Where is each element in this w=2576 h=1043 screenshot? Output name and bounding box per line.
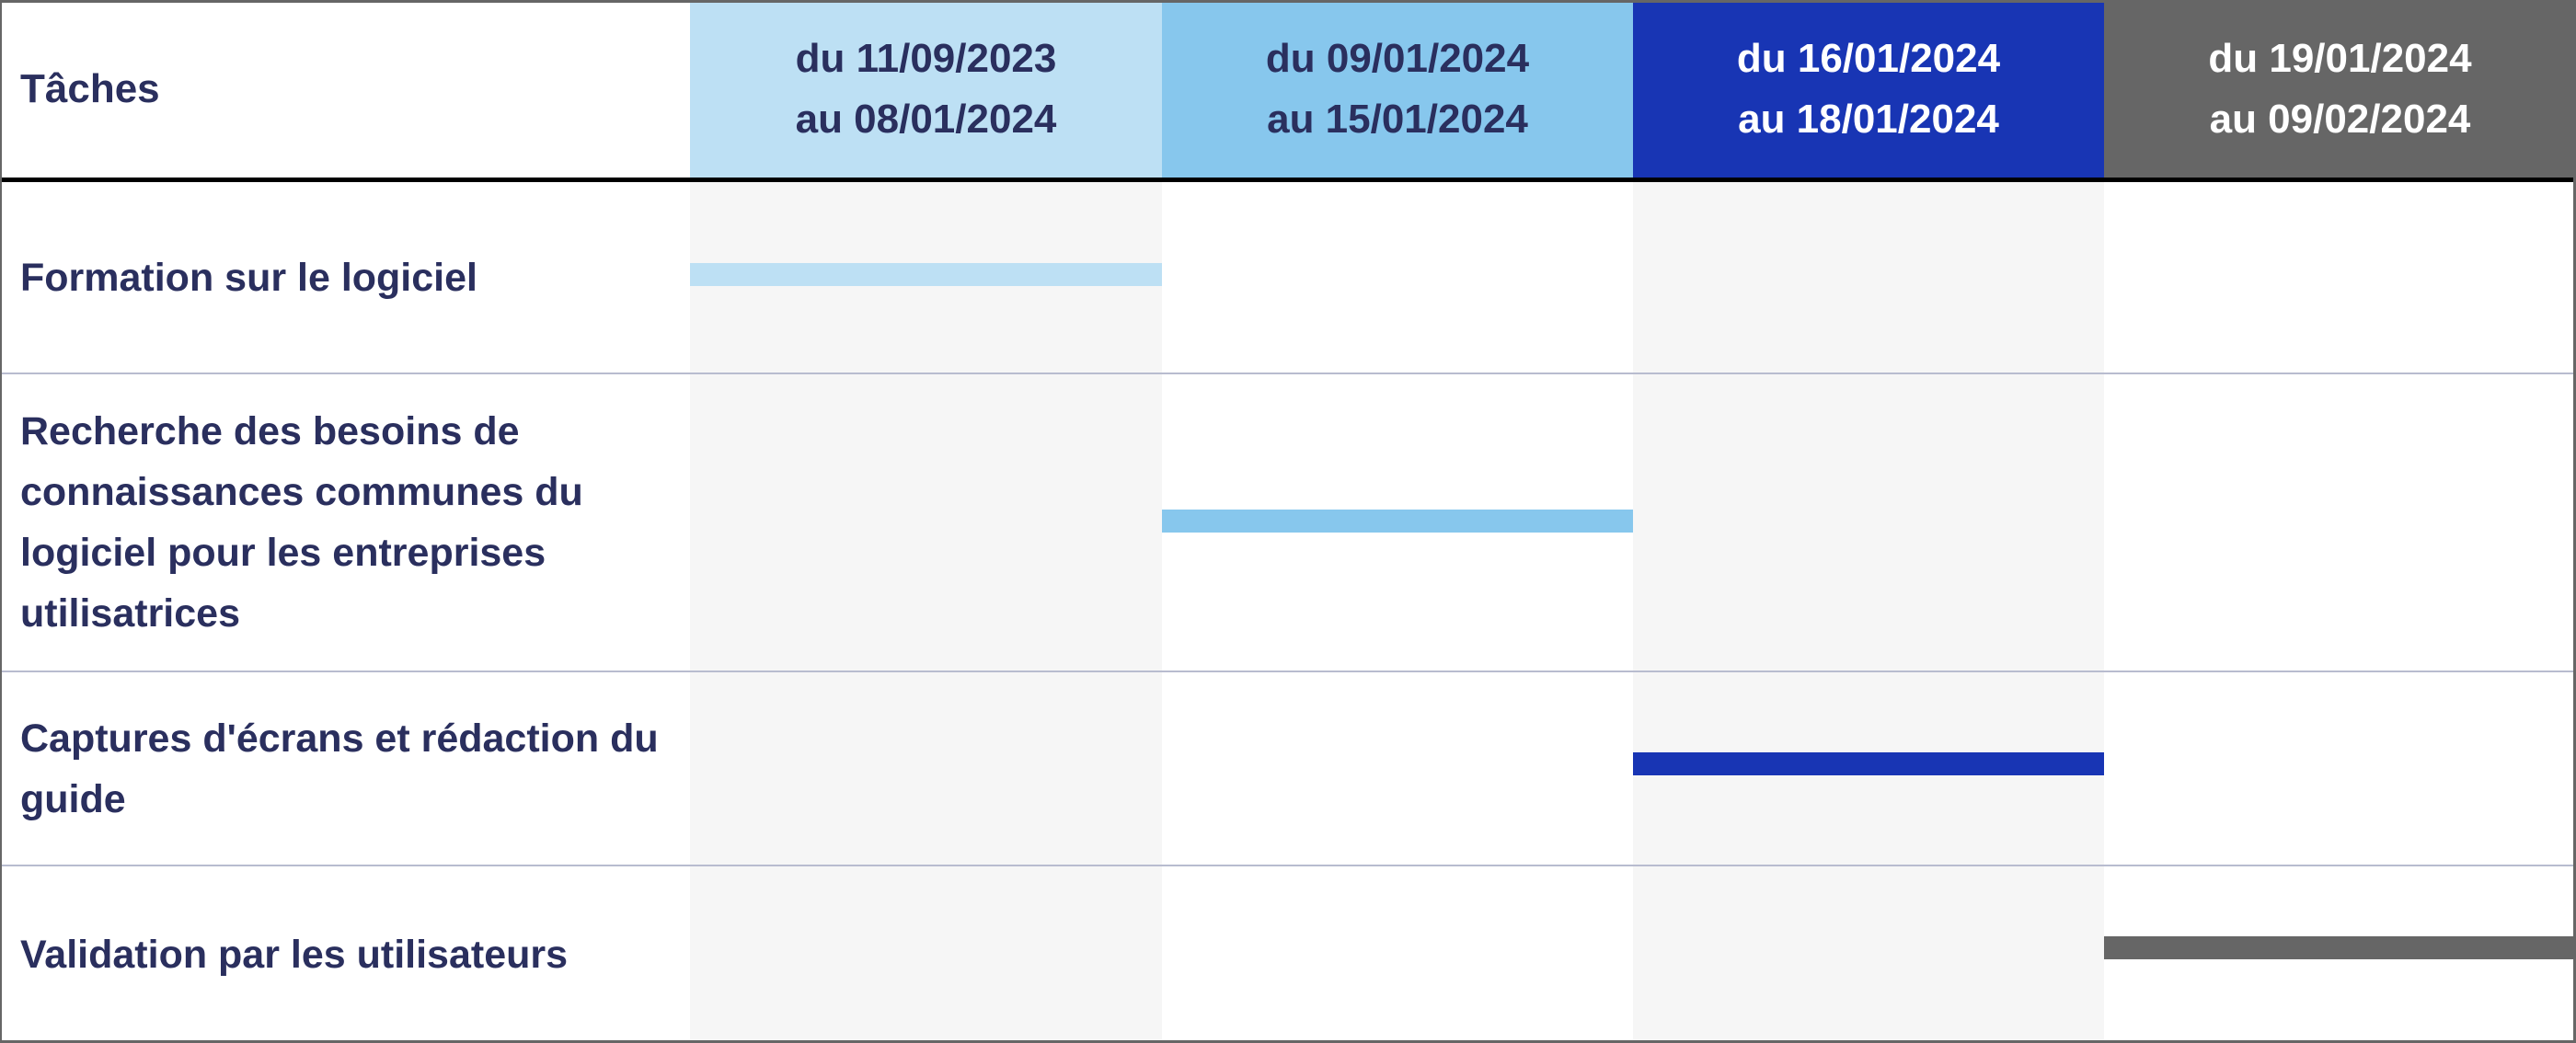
period-start: du 16/01/2024 <box>1736 35 2001 81</box>
period-end: au 15/01/2024 <box>1267 96 1528 142</box>
row-divider <box>0 372 2576 374</box>
column-stripe <box>690 182 1162 1043</box>
header-divider <box>0 178 2576 182</box>
period-header-1: du 11/09/2023 au 08/01/2024 <box>690 0 1162 178</box>
task-bar-captures <box>1633 752 2104 775</box>
column-stripe <box>1633 182 2104 1043</box>
period-header-3: du 16/01/2024 au 18/01/2024 <box>1633 0 2104 178</box>
task-label: Recherche des besoins de connaissances c… <box>20 409 583 636</box>
row-divider <box>0 865 2576 866</box>
period-header-2: du 09/01/2024 au 15/01/2024 <box>1162 0 1633 178</box>
task-label: Formation sur le logiciel <box>20 255 477 300</box>
task-bar-recherche <box>1162 510 1633 533</box>
task-bar-formation <box>690 263 1162 286</box>
period-end: au 18/01/2024 <box>1738 96 1999 142</box>
task-label: Captures d'écrans et rédaction du guide <box>20 716 659 821</box>
period-start: du 19/01/2024 <box>2208 35 2472 81</box>
task-bar-validation <box>2104 936 2576 959</box>
task-label: Validation par les utilisateurs <box>20 933 569 977</box>
period-header-4: du 19/01/2024 au 09/02/2024 <box>2104 0 2576 178</box>
period-start: du 09/01/2024 <box>1265 35 1530 81</box>
row-divider <box>0 670 2576 672</box>
tasks-header: Tâches <box>20 65 160 111</box>
period-start: du 11/09/2023 <box>795 35 1057 81</box>
period-end: au 08/01/2024 <box>795 96 1057 142</box>
period-end: au 09/02/2024 <box>2209 96 2471 142</box>
